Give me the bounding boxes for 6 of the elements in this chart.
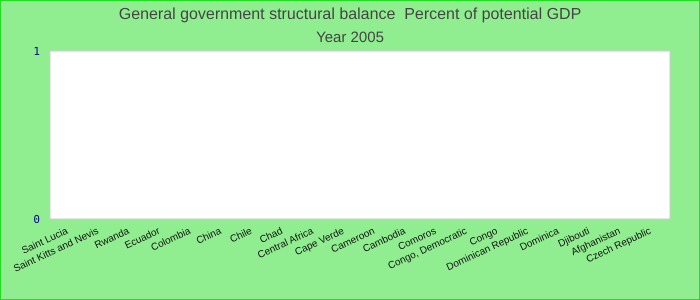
chart-subtitle: Year 2005 [316, 29, 384, 46]
y-tick-label: 1 [33, 45, 40, 58]
x-tick-label: China [194, 226, 224, 247]
x-tick-label: Chile [228, 226, 254, 246]
chart-title: General government structural balance Percent of potential GDP [118, 6, 582, 23]
y-tick-label: 0 [33, 213, 40, 226]
